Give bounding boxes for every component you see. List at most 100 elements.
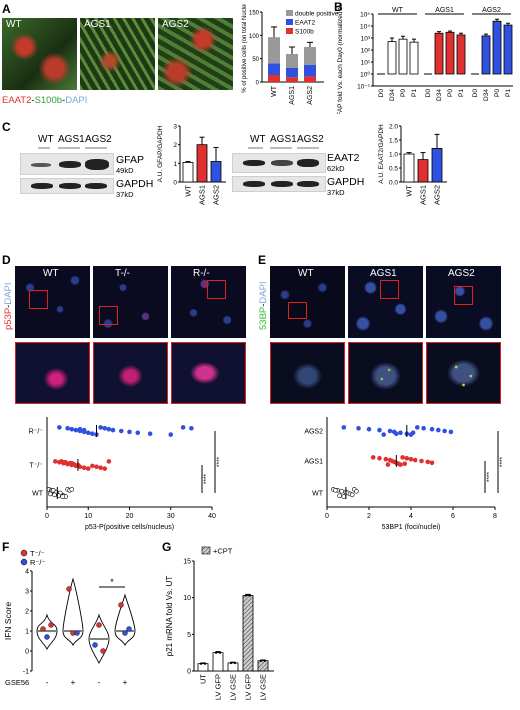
group-label: AGS1	[435, 7, 454, 14]
data-point	[259, 659, 263, 662]
data-point	[415, 425, 420, 430]
micrograph-e-ags1: AGS1	[348, 266, 423, 338]
bar	[503, 24, 513, 75]
bar	[212, 652, 224, 672]
data-point	[419, 458, 424, 464]
data-point	[244, 594, 248, 597]
y-tick-label: 3	[173, 124, 177, 131]
bar	[387, 41, 397, 75]
bar	[242, 595, 254, 672]
image-label: R-/-	[193, 268, 210, 279]
y-tick-label: 0	[187, 669, 191, 676]
x-tick-label: 10	[84, 513, 92, 520]
x-tick-label: LV GFP	[214, 674, 223, 700]
bar	[257, 660, 269, 672]
x-tick-label: LV GFP	[244, 674, 253, 700]
violin-shape	[88, 613, 110, 665]
panel-label-g: G	[162, 540, 172, 554]
legend-label: +CPT	[213, 547, 233, 556]
bar	[445, 31, 455, 75]
x-tick-label: P1	[458, 89, 465, 97]
y-tick-label: 2	[173, 142, 177, 149]
bar-segment	[304, 64, 316, 77]
bar-segment	[304, 47, 316, 65]
legend-swatch	[286, 19, 293, 25]
data-point	[168, 432, 174, 437]
blot2-row-kd: 37kD	[327, 188, 345, 197]
bar	[227, 662, 239, 672]
legend-label: EAAT2	[295, 20, 315, 27]
y-axis-label: % of positive cells (on total Nuclei)	[242, 4, 248, 93]
chart-c-eaat2-ratio: 0.0 0.5 1.0 1.5 2.0 A.U. EAAT2/GAPDH WT AGS1 AGS…	[378, 124, 447, 205]
data-point	[383, 456, 389, 462]
stain-dapi: DAPI	[3, 282, 14, 305]
data-point	[106, 459, 112, 464]
stain-dapi: DAPI	[65, 95, 88, 106]
bar-segment	[286, 54, 298, 68]
data-point	[377, 455, 382, 461]
data-point	[90, 463, 95, 469]
x-tick-label: AGS2	[212, 185, 221, 205]
y-tick-label: 10⁴	[360, 24, 370, 31]
blot2-row-name: EAAT2	[327, 152, 360, 164]
bar	[492, 20, 502, 75]
blot1-col: AGS1	[58, 134, 85, 145]
data-point	[65, 425, 70, 431]
bar	[196, 144, 208, 183]
y-tick-label: 15	[183, 559, 191, 566]
image-label: WT	[298, 268, 314, 279]
data-point	[102, 425, 108, 431]
y-axis-label: GFAP fold Vs. each Day0 (normalized to H…	[337, 4, 344, 114]
treatment-mark: +	[123, 678, 128, 687]
bar-segment	[286, 77, 298, 82]
blot1-col: AGS2	[85, 134, 112, 145]
y-axis-label: A.U. EAAT2/GAPDH	[378, 124, 385, 184]
x-tick-label: D0	[472, 89, 479, 98]
stain-sep: -	[3, 304, 14, 308]
image-label: AGS2	[162, 19, 189, 30]
data-point	[40, 626, 46, 632]
data-point	[366, 426, 372, 432]
bar-segment	[268, 75, 280, 82]
blot1-row-kd: 49kD	[116, 166, 134, 175]
data-point	[429, 426, 435, 432]
y-axis-label: A.U. GFAP/GAPDH	[157, 125, 164, 182]
bar-segment	[268, 63, 280, 75]
y-tick-label: 50	[252, 57, 259, 63]
blot1-gfap-strip	[20, 153, 114, 175]
data-point	[341, 494, 347, 499]
zoom-d-t	[93, 342, 168, 404]
data-point	[118, 428, 124, 434]
x-axis-label: p53-P(positive cells/nucleus)	[85, 524, 174, 531]
y-tick-label: 1	[25, 629, 29, 636]
data-point	[110, 427, 116, 433]
zoom-e-wt	[270, 342, 345, 404]
sig-mark: ****	[216, 456, 223, 467]
y-tick-label: 10¹	[361, 60, 371, 67]
x-tick-label: P0	[494, 89, 501, 97]
sig-mark: *	[110, 577, 114, 587]
y-category-label: WT	[312, 491, 324, 498]
x-tick-label: LV GSE	[259, 674, 268, 701]
data-point	[398, 430, 403, 436]
y-tick-label: 1.0	[389, 152, 398, 159]
sig-mark: ****	[486, 471, 493, 482]
x-tick-label: AGS1	[419, 185, 428, 205]
bar	[182, 162, 194, 183]
chart-e-53bp1-scatter: 0 2 4 6 8 53BP1 (foci/nuclei) WT AGS1 AGS2 **** **…	[304, 417, 506, 531]
y-tick-label: 10⁵	[360, 12, 370, 19]
x-tick-label: WT	[184, 185, 193, 197]
x-tick-label: D34	[389, 89, 396, 101]
data-point	[81, 427, 87, 433]
data-point	[400, 455, 405, 460]
image-label: T-/-	[115, 268, 130, 279]
image-label: WT	[43, 268, 59, 279]
data-point	[69, 426, 75, 432]
micrograph-d-wt: WT	[15, 266, 90, 338]
stain-s100b: S100b	[34, 95, 63, 106]
micrograph-a-ags2: AGS2	[158, 18, 233, 90]
x-tick-label: 40	[208, 513, 216, 520]
stain-marker: 53BP	[258, 306, 269, 330]
y-tick-label: 3	[25, 589, 29, 596]
legend-label: double positive	[295, 11, 338, 18]
